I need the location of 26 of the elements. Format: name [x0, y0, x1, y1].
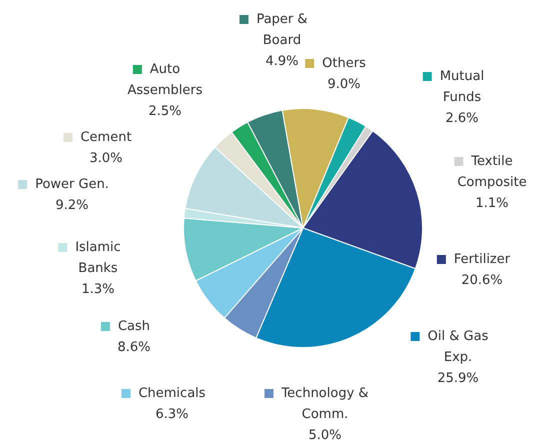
- legend-label: Fertilizer: [454, 252, 511, 267]
- legend-label: Power Gen.: [35, 176, 109, 192]
- legend-label: Cement: [80, 130, 132, 145]
- legend-label: Technology & Comm.: [280, 386, 369, 422]
- data-label: 20.6%: [461, 272, 503, 288]
- data-label: 25.9%: [437, 370, 479, 386]
- legend-label: Mutual Funds: [440, 68, 484, 105]
- data-label: 8.6%: [117, 340, 151, 355]
- legend-label: Others: [322, 56, 366, 71]
- legend-label: Auto Assemblers: [127, 62, 203, 98]
- legend-label: Oil & Gas Exp.: [428, 328, 489, 365]
- legend-label: Chemicals: [138, 386, 206, 401]
- data-label: 1.3%: [81, 282, 115, 297]
- data-label: 4.9%: [265, 54, 299, 69]
- data-label: 9.0%: [327, 76, 361, 92]
- data-label: 5.0%: [308, 428, 342, 443]
- legend-label: Textile Composite: [457, 154, 527, 190]
- data-label: 3.0%: [89, 150, 123, 166]
- data-label: 2.5%: [148, 104, 182, 119]
- legend-label: Islamic Banks: [75, 240, 121, 276]
- data-label: 9.2%: [55, 198, 89, 213]
- data-label: 2.6%: [445, 110, 479, 126]
- data-label: 1.1%: [475, 196, 509, 211]
- legend-label: Cash: [118, 318, 150, 334]
- data-label: 6.3%: [155, 406, 189, 422]
- legend-label: Paper & Board: [256, 12, 308, 48]
